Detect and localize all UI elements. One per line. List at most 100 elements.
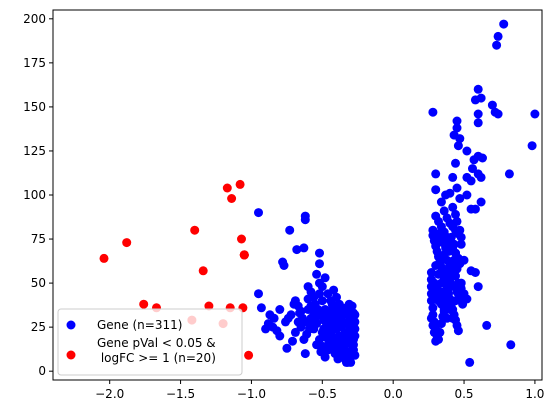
x-axis: −2.0 −1.5 −1.0 −0.5 0.0 0.5 1.0 [95, 380, 544, 401]
scatter-point [452, 216, 462, 226]
scatter-point [431, 169, 441, 179]
scatter-point [487, 100, 497, 110]
x-tick-label: −1.0 [237, 387, 266, 401]
scatter-point [317, 296, 327, 306]
scatter-point [324, 306, 334, 316]
scatter-point [504, 169, 514, 179]
scatter-point [451, 248, 460, 258]
scatter-point [295, 308, 305, 318]
scatter-point [462, 146, 472, 156]
scatter-point [428, 107, 438, 117]
x-tick-label: 1.0 [525, 387, 544, 401]
scatter-point [452, 123, 462, 133]
scatter-point [473, 109, 483, 119]
scatter-point [428, 303, 438, 313]
legend-label-line: Gene pVal < 0.05 & [97, 336, 216, 350]
scatter-point [190, 225, 200, 235]
scatter-point [470, 95, 480, 105]
points-layer [99, 19, 540, 367]
scatter-point [237, 234, 246, 244]
scatter-point [320, 273, 330, 283]
scatter-point [426, 313, 436, 323]
scatter-point [350, 317, 360, 327]
scatter-point [235, 179, 245, 189]
scatter-point [476, 197, 486, 207]
y-tick-label: 125 [23, 144, 46, 158]
scatter-point [431, 185, 441, 195]
y-tick-label: 50 [31, 276, 46, 290]
scatter-point [204, 301, 214, 311]
scatter-point [279, 261, 289, 270]
scatter-point [300, 215, 310, 225]
scatter-point [239, 250, 249, 260]
x-tick-label: −2.0 [95, 387, 124, 401]
scatter-point [327, 299, 337, 309]
scatter-point [343, 338, 353, 348]
scatter-point [452, 116, 462, 126]
scatter-point [499, 19, 509, 29]
scatter-point [303, 305, 313, 314]
scatter-point [492, 40, 502, 50]
scatter-point [436, 197, 446, 207]
scatter-point [455, 225, 465, 235]
scatter-point [317, 282, 327, 292]
scatter-point [254, 289, 263, 299]
scatter-point [312, 340, 322, 350]
scatter-point [227, 194, 237, 203]
scatter-point [462, 190, 472, 200]
scatter-point [448, 202, 458, 212]
scatter-point [198, 266, 208, 276]
scatter-point [429, 327, 439, 337]
y-tick-label: 175 [23, 56, 46, 70]
scatter-point [332, 324, 341, 334]
scatter-point [122, 238, 132, 248]
scatter-point [261, 324, 271, 334]
series-gene [254, 19, 540, 367]
scatter-point [493, 109, 503, 119]
scatter-point [281, 317, 290, 327]
scatter-point [285, 225, 295, 235]
scatter-point [334, 331, 344, 341]
scatter-point [470, 268, 480, 277]
scatter-point [319, 324, 329, 334]
scatter-point [448, 172, 458, 182]
legend-box [57, 308, 243, 376]
scatter-point [290, 327, 300, 337]
scatter-point [449, 239, 459, 249]
scatter-point [473, 282, 483, 292]
scatter-point [300, 349, 310, 359]
scatter-point [256, 303, 266, 313]
legend-marker-significant [66, 350, 76, 360]
legend: Gene (n=311) Gene pVal < 0.05 & logFC >=… [57, 308, 243, 376]
scatter-point [453, 141, 463, 151]
scatter-point [451, 271, 460, 281]
scatter-point [473, 84, 483, 94]
y-tick-label: 200 [23, 12, 46, 26]
scatter-point [530, 109, 540, 119]
scatter-point [244, 350, 254, 360]
scatter-point [431, 336, 441, 346]
scatter-point [340, 345, 350, 355]
scatter-point [329, 285, 339, 295]
scatter-point [453, 326, 463, 336]
y-tick-label: 100 [23, 188, 46, 202]
x-tick-label: 0.5 [454, 387, 473, 401]
scatter-point [289, 299, 299, 309]
scatter-point [340, 354, 350, 364]
scatter-point [312, 319, 322, 329]
scatter-point [452, 183, 462, 193]
scatter-point [444, 271, 453, 281]
scatter-point [346, 327, 356, 337]
x-tick-label: 0.0 [384, 387, 403, 401]
scatter-point [438, 292, 448, 302]
scatter-point [431, 261, 441, 270]
scatter-point [139, 299, 149, 309]
scatter-point [315, 289, 324, 299]
scatter-point [455, 292, 465, 302]
scatter-point [288, 336, 297, 346]
scatter-point [456, 232, 466, 242]
scatter-point [439, 206, 449, 216]
legend-label-significant: Gene pVal < 0.05 & logFC >= 1 (n=20) [97, 336, 216, 365]
scatter-point [478, 153, 487, 163]
scatter-point [470, 204, 480, 214]
